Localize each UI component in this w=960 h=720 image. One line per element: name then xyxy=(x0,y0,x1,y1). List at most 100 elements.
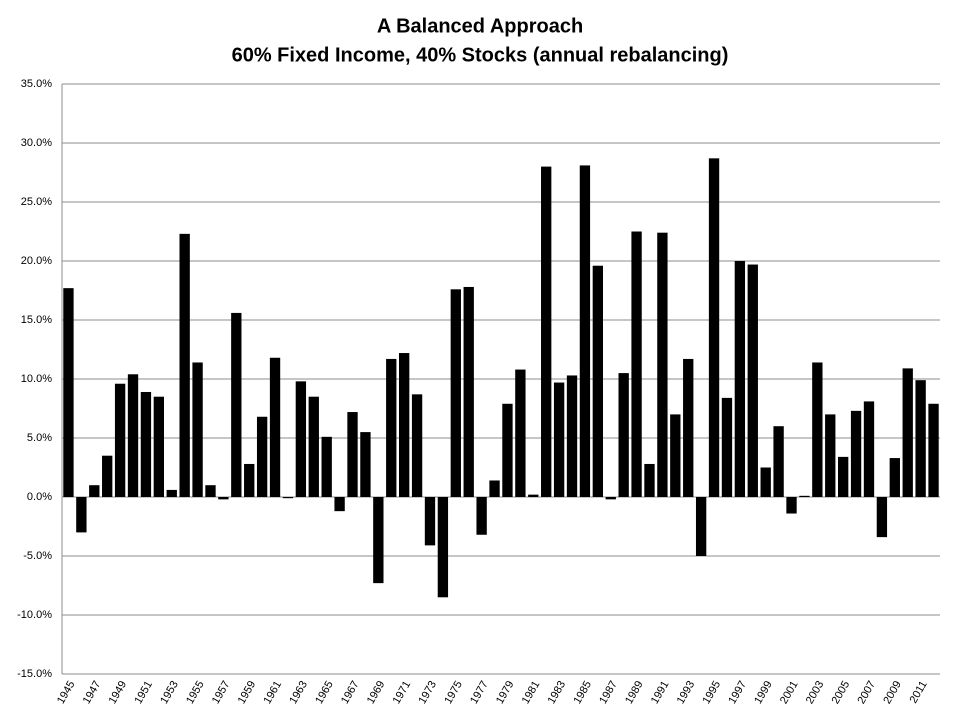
x-tick-label: 1999 xyxy=(752,679,775,706)
bar xyxy=(631,231,642,497)
bar xyxy=(747,264,758,497)
x-tick-label: 1983 xyxy=(546,679,569,706)
x-tick-label: 1953 xyxy=(158,679,181,706)
y-tick-label: 35.0% xyxy=(21,78,52,90)
bar xyxy=(799,495,810,497)
x-tick-label: 2005 xyxy=(830,679,853,706)
bar xyxy=(153,396,165,497)
bar xyxy=(721,397,733,497)
bar xyxy=(179,233,190,498)
bar xyxy=(424,497,436,546)
x-tick-label: 1997 xyxy=(726,679,749,706)
bar xyxy=(308,396,319,497)
x-tick-label: 1993 xyxy=(675,679,698,706)
x-tick-label: 1971 xyxy=(391,679,414,706)
chart-title: A Balanced Approach xyxy=(377,15,583,37)
x-tick-label: 1947 xyxy=(81,679,104,706)
bar xyxy=(579,165,591,498)
x-tick-label: 2001 xyxy=(778,679,801,706)
bar xyxy=(837,456,849,497)
bar xyxy=(321,436,332,497)
x-tick-label: 1979 xyxy=(494,679,517,706)
bar xyxy=(553,382,565,497)
bar xyxy=(231,312,242,497)
bar xyxy=(515,369,526,497)
x-tick-label: 1969 xyxy=(365,679,388,706)
x-tick-label: 1967 xyxy=(339,679,362,706)
bar xyxy=(114,383,126,497)
x-tick-label: 2007 xyxy=(855,679,878,706)
y-tick-label: 0.0% xyxy=(27,491,52,503)
bar xyxy=(695,497,707,556)
x-tick-label: 1975 xyxy=(442,679,465,706)
bar xyxy=(489,480,500,497)
bar xyxy=(411,394,423,497)
bar xyxy=(347,412,358,497)
bar xyxy=(902,368,913,497)
bar xyxy=(734,261,746,497)
bar xyxy=(657,232,668,497)
bar xyxy=(773,426,784,497)
y-tick-label: -5.0% xyxy=(23,550,52,562)
x-tick-label: 1963 xyxy=(287,679,310,706)
y-tick-label: 10.0% xyxy=(21,373,52,385)
bar xyxy=(450,289,461,497)
y-tick-label: 25.0% xyxy=(21,196,52,208)
y-tick-label: 20.0% xyxy=(21,255,52,267)
bar xyxy=(269,357,281,497)
bar xyxy=(102,455,113,497)
y-tick-label: -10.0% xyxy=(17,609,52,621)
bar xyxy=(683,358,694,497)
bar xyxy=(812,362,823,497)
bar xyxy=(127,374,139,497)
bar xyxy=(541,166,552,497)
bar xyxy=(76,497,87,533)
bar xyxy=(528,494,539,497)
bar xyxy=(928,403,939,497)
y-tick-label: 15.0% xyxy=(21,314,52,326)
bar xyxy=(282,497,294,499)
bar xyxy=(605,497,616,500)
x-tick-label: 1977 xyxy=(468,679,491,706)
bar xyxy=(760,467,771,497)
bar xyxy=(502,403,513,497)
x-tick-label: 1949 xyxy=(107,679,130,706)
x-tick-label: 1965 xyxy=(313,679,336,706)
bar xyxy=(334,497,345,512)
x-tick-label: 1995 xyxy=(701,679,724,706)
x-tick-label: 1973 xyxy=(416,679,439,706)
x-tick-label: 1957 xyxy=(210,679,233,706)
x-tick-label: 1987 xyxy=(597,679,620,706)
x-tick-label: 1945 xyxy=(55,679,78,706)
bar xyxy=(360,432,371,497)
bar xyxy=(256,416,268,497)
bar xyxy=(166,489,177,497)
x-tick-label: 1959 xyxy=(236,679,259,706)
x-tick-label: 2011 xyxy=(908,679,930,705)
bar xyxy=(889,458,900,497)
bar xyxy=(863,401,875,497)
bar xyxy=(876,497,888,538)
bar xyxy=(192,362,203,497)
bar xyxy=(244,463,255,497)
bar xyxy=(398,353,410,497)
bar xyxy=(708,158,720,497)
x-tick-label: 1985 xyxy=(571,679,594,706)
x-tick-label: 1989 xyxy=(623,679,646,706)
bar xyxy=(386,358,397,497)
bar xyxy=(373,497,384,584)
bar xyxy=(205,485,216,497)
bar xyxy=(463,286,474,497)
bar xyxy=(566,375,578,497)
x-tick-label: 1961 xyxy=(262,679,285,706)
bar xyxy=(295,381,307,497)
x-tick-label: 1955 xyxy=(184,679,207,706)
x-tick-label: 1991 xyxy=(649,679,672,706)
bar xyxy=(140,391,152,497)
bar xyxy=(592,265,604,497)
x-tick-label: 2003 xyxy=(804,679,827,706)
y-tick-label: 30.0% xyxy=(21,137,52,149)
bar xyxy=(644,463,655,497)
bar xyxy=(850,410,862,497)
chart-subtitle: 60% Fixed Income, 40% Stocks (annual reb… xyxy=(232,44,729,66)
